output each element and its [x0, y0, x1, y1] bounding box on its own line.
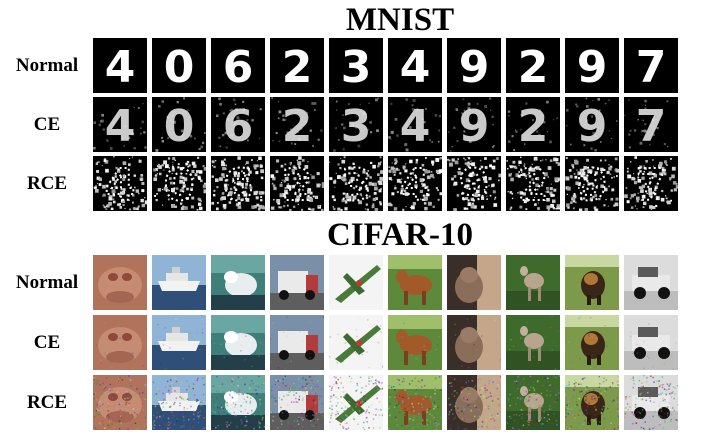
cifar-normal-ship-image — [152, 255, 206, 310]
cifar-ce-ship-image — [152, 315, 206, 370]
cifar-normal-automobile-image — [624, 255, 678, 310]
mnist-rce-digit-4-image: 4 — [93, 156, 147, 211]
cifar-rce-automobile-image — [624, 375, 678, 430]
mnist-digit-glyph: 3 — [341, 101, 372, 152]
cifar-normal-truck-image — [270, 255, 324, 310]
mnist-digit-glyph: 7 — [636, 101, 667, 152]
mnist-rce-digit-3-image: 3 — [329, 156, 383, 211]
cifar-ce-automobile-image — [624, 315, 678, 370]
cifar-rce-dog-image — [565, 375, 619, 430]
cifar-rce-airplane-image — [329, 375, 383, 430]
mnist-normal-digit-9-image: 9 — [447, 38, 501, 93]
cifar-ce-bird-image — [211, 315, 265, 370]
mnist-rce-digit-2-image: 2 — [506, 156, 560, 211]
mnist-digit-glyph: 9 — [577, 101, 608, 152]
mnist-normal-digit-3-image: 3 — [329, 38, 383, 93]
cifar-normal-airplane-image — [329, 255, 383, 310]
mnist-ce-digit-4-image: 4 — [388, 97, 442, 152]
cifar-normal-cat-image — [447, 255, 501, 310]
mnist-digit-glyph: 4 — [400, 42, 431, 93]
mnist-rce-digit-9-image: 9 — [447, 156, 501, 211]
mnist-rce-digit-4-image: 4 — [388, 156, 442, 211]
mnist-digit-glyph: 0 — [164, 42, 195, 93]
mnist-ce-digit-2-image: 2 — [270, 97, 324, 152]
mnist-digit-glyph: 0 — [164, 101, 195, 152]
cifar-normal-dog-image — [565, 255, 619, 310]
row-label-mnist-rce: RCE — [26, 173, 68, 194]
row-label-cifar-normal: Normal — [15, 272, 79, 293]
cifar-rce-horse-image — [388, 375, 442, 430]
mnist-rce-digit-0-image: 0 — [152, 156, 206, 211]
mnist-ce-digit-0-image: 0 — [152, 97, 206, 152]
mnist-digit-glyph: 3 — [341, 42, 372, 93]
mnist-normal-digit-4-image: 4 — [93, 38, 147, 93]
mnist-ce-digit-9-image: 9 — [565, 97, 619, 152]
row-label-mnist-ce: CE — [33, 114, 61, 135]
mnist-digit-glyph: 2 — [282, 42, 313, 93]
cifar-normal-horse-image — [388, 255, 442, 310]
cifar-rce-bird-image — [211, 375, 265, 430]
mnist-digit-glyph: 6 — [223, 101, 254, 152]
mnist-rce-digit-6-image: 6 — [211, 156, 265, 211]
mnist-digit-glyph: 6 — [223, 42, 254, 93]
mnist-normal-digit-2-image: 2 — [270, 38, 324, 93]
mnist-normal-digit-0-image: 0 — [152, 38, 206, 93]
mnist-normal-digit-9-image: 9 — [565, 38, 619, 93]
mnist-ce-digit-6-image: 6 — [211, 97, 265, 152]
row-label-mnist-normal: Normal — [15, 55, 79, 76]
cifar-normal-frog-image — [93, 255, 147, 310]
mnist-digit-glyph: 9 — [459, 101, 490, 152]
cifar-ce-frog-image — [93, 315, 147, 370]
mnist-normal-digit-6-image: 6 — [211, 38, 265, 93]
mnist-digit-glyph: 0 — [164, 160, 195, 211]
mnist-ce-digit-3-image: 3 — [329, 97, 383, 152]
cifar-ce-airplane-image — [329, 315, 383, 370]
cifar-rce-ship-image — [152, 375, 206, 430]
mnist-digit-glyph: 7 — [636, 42, 667, 93]
cifar-ce-truck-image — [270, 315, 324, 370]
cifar-rce-cat-image — [447, 375, 501, 430]
mnist-digit-glyph: 2 — [282, 160, 313, 211]
mnist-digit-glyph: 9 — [459, 42, 490, 93]
mnist-rce-digit-7-image: 7 — [624, 156, 678, 211]
mnist-digit-glyph: 2 — [282, 101, 313, 152]
cifar-rce-truck-image — [270, 375, 324, 430]
cifar-rce-deer-image — [506, 375, 560, 430]
mnist-normal-digit-2-image: 2 — [506, 38, 560, 93]
cifar-title: CIFAR-10 — [326, 217, 474, 253]
mnist-digit-glyph: 4 — [105, 101, 136, 152]
mnist-digit-glyph: 4 — [400, 160, 431, 211]
row-label-cifar-rce: RCE — [26, 392, 68, 413]
mnist-digit-glyph: 9 — [577, 42, 608, 93]
cifar-normal-deer-image — [506, 255, 560, 310]
cifar-ce-cat-image — [447, 315, 501, 370]
cifar-normal-bird-image — [211, 255, 265, 310]
mnist-digit-glyph: 2 — [518, 101, 549, 152]
mnist-ce-digit-2-image: 2 — [506, 97, 560, 152]
mnist-normal-digit-4-image: 4 — [388, 38, 442, 93]
mnist-digit-glyph: 6 — [223, 160, 254, 211]
mnist-digit-glyph: 7 — [636, 160, 667, 211]
mnist-digit-glyph: 4 — [105, 160, 136, 211]
mnist-digit-glyph: 2 — [518, 42, 549, 93]
mnist-digit-glyph: 4 — [105, 42, 136, 93]
mnist-digit-glyph: 4 — [400, 101, 431, 152]
mnist-normal-digit-7-image: 7 — [624, 38, 678, 93]
cifar-rce-frog-image — [93, 375, 147, 430]
mnist-digit-glyph: 2 — [518, 160, 549, 211]
mnist-rce-digit-9-image: 9 — [565, 156, 619, 211]
mnist-digit-glyph: 9 — [459, 160, 490, 211]
mnist-title: MNIST — [345, 2, 455, 38]
cifar-ce-dog-image — [565, 315, 619, 370]
mnist-ce-digit-4-image: 4 — [93, 97, 147, 152]
mnist-ce-digit-7-image: 7 — [624, 97, 678, 152]
mnist-ce-digit-9-image: 9 — [447, 97, 501, 152]
cifar-ce-horse-image — [388, 315, 442, 370]
row-label-cifar-ce: CE — [33, 332, 61, 353]
mnist-digit-glyph: 9 — [577, 160, 608, 211]
mnist-digit-glyph: 3 — [341, 160, 372, 211]
cifar-ce-deer-image — [506, 315, 560, 370]
mnist-rce-digit-2-image: 2 — [270, 156, 324, 211]
